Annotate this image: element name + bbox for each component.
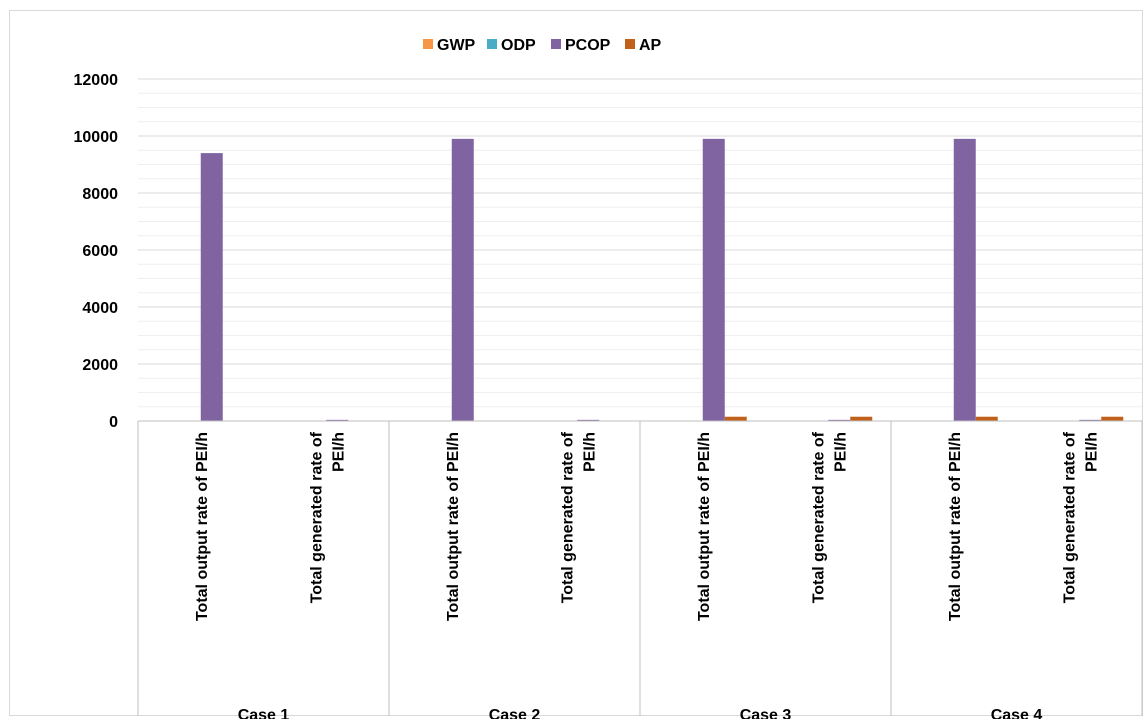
x-category-label: Total output rate of PEI/h [696, 432, 713, 621]
legend-swatch-ap [625, 39, 635, 49]
y-tick-label: 2000 [82, 357, 118, 374]
x-category-label-line: Total output rate of PEI/h [947, 432, 964, 621]
bar-pcop [702, 138, 725, 421]
x-group-label: Case 4 [991, 707, 1043, 719]
bar-ap [975, 416, 998, 421]
y-tick-label: 6000 [82, 243, 118, 260]
x-category-label-line: Total output rate of PEI/h [194, 432, 211, 621]
x-group-label: Case 3 [740, 707, 792, 719]
bar-pcop [828, 419, 851, 421]
x-category-label-line: PEI/h [581, 432, 598, 472]
x-category-label: Total output rate of PEI/h [445, 432, 462, 621]
legend-swatch-gwp [423, 39, 433, 49]
bar-ap [850, 416, 873, 421]
y-axis-ticks: 0 2000 4000 6000 8000 10000 12000 [74, 72, 119, 431]
x-category-label: Total generated rate of PEI/h [1061, 431, 1100, 603]
legend-swatch-pcop [551, 39, 561, 49]
x-group-labels: Case 1 Case 2 Case 3 Case 4 [238, 707, 1043, 719]
x-category-label-line: PEI/h [1083, 432, 1100, 472]
x-category-label: Total generated rate of PEI/h [810, 431, 849, 603]
bars [200, 138, 1124, 421]
x-category-label-line: Total output rate of PEI/h [445, 432, 462, 621]
y-tick-label: 4000 [82, 300, 118, 317]
y-tick-label: 0 [109, 414, 118, 431]
legend-label-pcop: PCOP [565, 37, 611, 54]
bar-pcop [326, 419, 349, 421]
y-tick-label: 10000 [74, 129, 119, 146]
x-category-label: Total generated rate of PEI/h [559, 431, 598, 603]
legend-label-ap: AP [639, 37, 662, 54]
x-group-label: Case 2 [489, 707, 541, 719]
x-category-label-line: Total output rate of PEI/h [696, 432, 713, 621]
bar-ap [724, 416, 747, 421]
x-category-label-line: Total generated rate of [810, 431, 827, 603]
x-category-label-line: Total generated rate of [308, 431, 325, 603]
x-category-label: Total output rate of PEI/h [194, 432, 211, 621]
x-category-label: Total output rate of PEI/h [947, 432, 964, 621]
bar-pcop [577, 419, 600, 421]
bar-pcop [953, 138, 976, 421]
bar-pcop [1079, 419, 1102, 421]
x-category-label: Total generated rate of PEI/h [308, 431, 347, 603]
legend: GWP ODP PCOP AP [423, 37, 662, 54]
x-category-labels: Total output rate of PEI/h Total generate… [194, 431, 1101, 621]
axes [137, 420, 1143, 716]
legend-swatch-odp [487, 39, 497, 49]
x-group-label: Case 1 [238, 707, 290, 719]
x-category-label-line: Total generated rate of [559, 431, 576, 603]
bar-ap [1101, 416, 1124, 421]
bar-pcop [200, 153, 223, 421]
x-category-label-line: PEI/h [832, 432, 849, 472]
legend-label-odp: ODP [501, 37, 536, 54]
bar-pcop [451, 138, 474, 421]
x-category-label-line: Total generated rate of [1061, 431, 1078, 603]
y-tick-label: 12000 [74, 72, 119, 89]
legend-label-gwp: GWP [437, 37, 476, 54]
x-category-label-line: PEI/h [330, 432, 347, 472]
y-tick-label: 8000 [82, 186, 118, 203]
